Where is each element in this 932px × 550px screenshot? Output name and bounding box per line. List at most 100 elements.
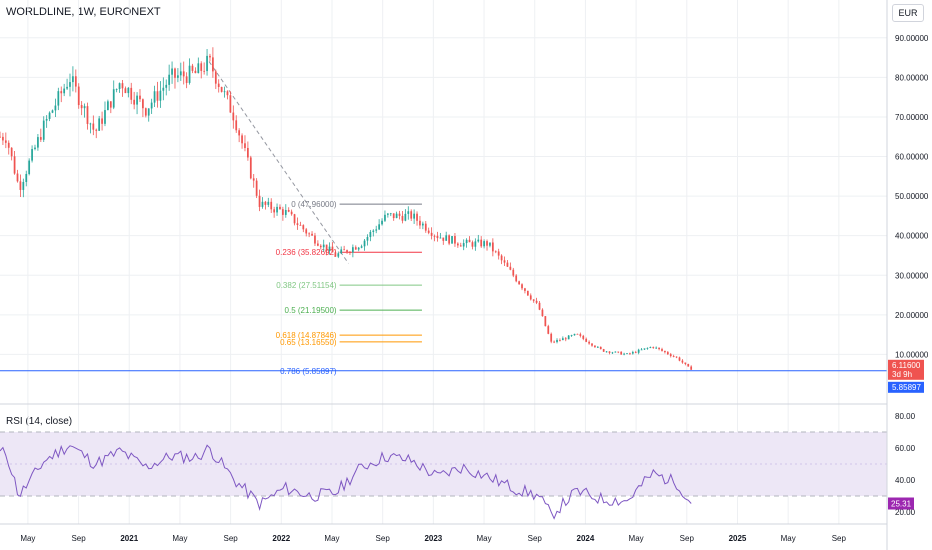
time-tick-label: May: [629, 534, 644, 543]
candle-body: [95, 129, 98, 131]
candle-body: [334, 252, 337, 257]
candle-body: [325, 244, 328, 252]
candle-body: [494, 251, 497, 253]
candle-body: [244, 143, 246, 148]
candle-body: [182, 71, 185, 77]
candle-body: [357, 247, 360, 250]
candle-body: [92, 123, 95, 130]
candle-body: [80, 105, 83, 109]
candle-body: [156, 91, 159, 101]
candle-body: [284, 210, 287, 215]
candle-body: [83, 106, 86, 109]
price-tick-label: 20.00000: [895, 311, 929, 320]
last-price-label: 6.11600: [892, 361, 921, 370]
candle-body: [63, 88, 66, 94]
candle-body: [375, 229, 378, 231]
time-tick-label: May: [476, 534, 491, 543]
candle-body: [620, 351, 623, 355]
candle-body: [314, 235, 316, 244]
candle-body: [264, 201, 267, 205]
candle-body: [605, 351, 608, 353]
candle-body: [360, 246, 363, 248]
candle-body: [637, 349, 640, 353]
candle-body: [497, 251, 500, 256]
time-tick-label: 2021: [120, 534, 138, 543]
candle-body: [48, 112, 51, 119]
candle-body: [503, 260, 506, 263]
candle-body: [209, 55, 211, 58]
candle-body: [579, 334, 582, 336]
candle-body: [322, 244, 325, 248]
candle-body: [594, 345, 596, 348]
rsi-tick-label: 40.00: [895, 476, 916, 485]
candle-body: [512, 269, 515, 276]
candle-body: [655, 347, 658, 349]
candle-body: [2, 136, 4, 141]
candle-body: [226, 91, 229, 96]
candle-body: [328, 246, 331, 252]
candle-body: [410, 211, 413, 219]
candle-body: [34, 147, 36, 150]
candle-body: [69, 82, 71, 87]
candle-body: [483, 241, 485, 247]
rsi-indicator-title[interactable]: RSI (14, close): [6, 416, 73, 427]
fib-trend-line: [208, 61, 349, 264]
candle-body: [10, 147, 13, 157]
candle-body: [389, 213, 392, 215]
time-tick-label: 2022: [272, 534, 290, 543]
candle-body: [486, 241, 488, 246]
candle-body: [16, 173, 19, 182]
candle-body: [200, 63, 203, 71]
candle-body: [384, 214, 386, 221]
time-tick-label: May: [781, 534, 796, 543]
candle-body: [346, 250, 348, 253]
candle-body: [331, 246, 334, 253]
candle-body: [42, 120, 45, 140]
time-tick-label: Sep: [528, 534, 543, 543]
rsi-tick-label: 80.00: [895, 412, 916, 421]
candle-body: [664, 350, 666, 353]
candle-body: [588, 341, 590, 344]
candle-body: [669, 354, 672, 357]
candle-body: [162, 87, 165, 91]
candle-body: [448, 235, 450, 244]
fibonacci-retracement[interactable]: 0 (47.96000) 0.236 (35.82692) 0.382 (27.51…: [0, 61, 887, 376]
time-tick-label: Sep: [832, 534, 847, 543]
candle-body: [308, 233, 311, 235]
candle-body: [287, 210, 290, 212]
candle-body: [194, 70, 197, 74]
fib-level-label: 0.618 (14.87846): [276, 331, 337, 340]
candle-body: [465, 239, 468, 244]
candle-body: [133, 99, 136, 105]
time-tick-label: May: [20, 534, 35, 543]
candle-body: [144, 108, 147, 116]
candle-body: [547, 326, 550, 334]
candle-body: [474, 241, 477, 247]
candle-body: [39, 137, 42, 140]
candle-body: [623, 353, 625, 355]
candle-body: [174, 68, 176, 78]
candle-body: [518, 281, 520, 285]
candle-body: [553, 341, 555, 343]
candle-body: [179, 71, 182, 76]
fib-level-label: 0.382 (27.51154): [276, 281, 337, 290]
candle-body: [608, 351, 611, 353]
candle-body: [115, 88, 118, 90]
currency-selector[interactable]: EUR: [892, 4, 924, 22]
candle-body: [666, 352, 669, 355]
candle-body: [185, 76, 188, 83]
candle-body: [229, 95, 232, 113]
candle-body: [596, 346, 599, 348]
fib-level-label: 0.236 (35.82692): [276, 248, 337, 257]
candle-body: [37, 137, 39, 148]
candle-body: [381, 220, 383, 225]
candle-body: [107, 101, 109, 111]
candle-body: [439, 237, 442, 239]
candle-body: [366, 237, 369, 241]
candle-body: [550, 333, 553, 342]
candle-body: [535, 300, 538, 303]
candle-body: [500, 255, 503, 261]
candle-body: [267, 201, 270, 205]
candle-body: [127, 87, 130, 94]
